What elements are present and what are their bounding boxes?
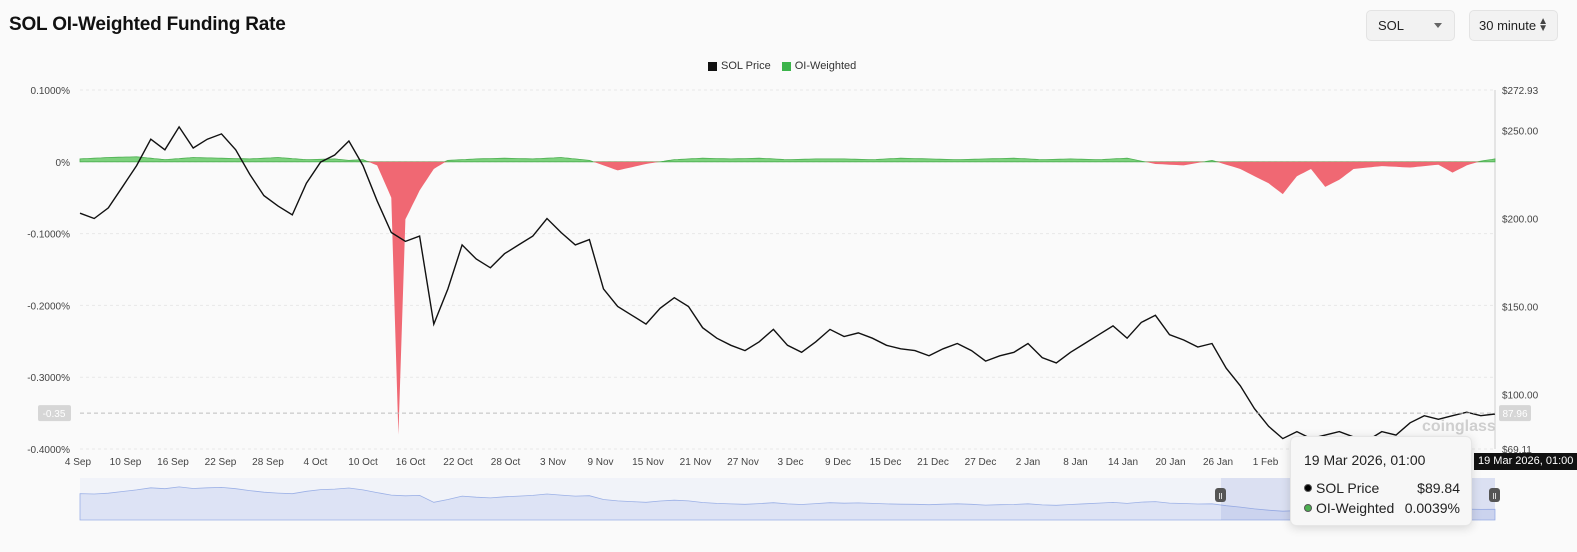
sol-price-line (79, 125, 1496, 442)
x-axis-tick: 10 Sep (110, 457, 142, 468)
x-axis-tick: 26 Jan (1203, 457, 1233, 468)
caret-down-icon (1434, 23, 1442, 28)
x-axis-tick: 16 Sep (157, 457, 189, 468)
interval-select[interactable]: 30 minute ▲ ▼ (1469, 10, 1558, 41)
left-axis-tick: 0% (56, 158, 71, 169)
tooltip-label-price: SOL Price (1316, 480, 1380, 496)
x-axis-tick: 2 Jan (1016, 457, 1040, 468)
x-axis-tick: 27 Nov (727, 457, 759, 468)
tooltip-dot-funding (1304, 504, 1312, 512)
symbol-select[interactable]: SOL (1366, 10, 1455, 41)
x-axis-tick: 14 Jan (1108, 457, 1138, 468)
left-axis-tick: -0.3000% (27, 373, 70, 384)
interval-select-value: 30 minute (1479, 18, 1537, 33)
funding-positive-area (79, 156, 1496, 163)
tooltip-value-price: $89.84 (1417, 480, 1460, 496)
right-axis-tick: $272.93 (1502, 86, 1539, 97)
x-axis-tick: 9 Nov (587, 457, 613, 468)
x-axis-tick: 27 Dec (965, 457, 997, 468)
x-axis-tick: 28 Sep (252, 457, 284, 468)
x-axis-tick: 21 Nov (680, 457, 712, 468)
right-axis-tick: $100.00 (1502, 391, 1539, 402)
right-marker-label: 87.96 (1502, 409, 1527, 420)
tooltip-value-funding: 0.0039% (1404, 500, 1460, 516)
legend-item-price[interactable]: SOL Price (708, 60, 771, 72)
x-axis-tick: 4 Oct (304, 457, 328, 468)
x-axis-tick: 22 Oct (443, 457, 473, 468)
left-axis-tick: -0.4000% (27, 445, 70, 456)
crosshair-date-label: 19 Mar 2026, 01:00 (1474, 453, 1577, 470)
tooltip-row-funding: OI-Weighted 0.0039% (1304, 500, 1460, 516)
x-axis-tick: 20 Jan (1155, 457, 1185, 468)
right-axis-tick: $250.00 (1502, 126, 1539, 137)
navigator-handle-right-label: II (1492, 492, 1496, 501)
tooltip-dot-price (1304, 484, 1312, 492)
navigator-handle-left-label: II (1218, 492, 1222, 501)
x-axis-tick: 3 Dec (777, 457, 803, 468)
x-axis-tick: 1 Feb (1253, 457, 1279, 468)
up-down-icon: ▲ ▼ (1538, 16, 1548, 34)
chart-tooltip: 19 Mar 2026, 01:00 SOL Price $89.84 OI-W… (1290, 436, 1472, 526)
x-axis-tick: 28 Oct (491, 457, 521, 468)
chart-legend: SOL Price OI-Weighted (708, 60, 867, 72)
x-axis-tick: 10 Oct (348, 457, 378, 468)
x-axis-tick: 16 Oct (396, 457, 426, 468)
right-axis-tick: $69.11 (1502, 445, 1532, 456)
navigator-area (79, 486, 1496, 521)
x-axis-tick: 15 Nov (632, 457, 664, 468)
x-axis-tick: 4 Sep (65, 457, 92, 468)
navigator-handle-left[interactable] (1215, 488, 1226, 502)
page-title: SOL OI-Weighted Funding Rate (9, 14, 286, 35)
right-axis-tick: $200.00 (1502, 214, 1539, 225)
legend-label-price: SOL Price (721, 60, 771, 72)
left-axis-tick: -0.2000% (27, 301, 70, 312)
left-axis-tick: 0.1000% (31, 86, 71, 97)
legend-swatch-price (708, 61, 717, 71)
symbol-select-value: SOL (1378, 18, 1405, 33)
left-axis-tick: -0.1000% (27, 230, 70, 241)
x-axis-tick: 9 Dec (825, 457, 851, 468)
x-axis-tick: 21 Dec (917, 457, 949, 468)
funding-negative-area (80, 161, 1495, 435)
x-axis-tick: 3 Nov (540, 457, 566, 468)
legend-label-funding: OI-Weighted (794, 60, 857, 72)
tooltip-label-funding: OI-Weighted (1316, 500, 1395, 516)
right-axis-tick: $150.00 (1502, 303, 1539, 314)
legend-item-funding[interactable]: OI-Weighted (781, 60, 857, 72)
x-axis-tick: 8 Jan (1063, 457, 1087, 468)
left-marker-label: -0.35 (43, 409, 66, 420)
tooltip-row-price: SOL Price $89.84 (1304, 480, 1460, 496)
x-axis-tick: 15 Dec (870, 457, 902, 468)
x-axis-tick: 22 Sep (205, 457, 237, 468)
right-marker-badge (1499, 405, 1531, 422)
legend-swatch-funding (781, 61, 791, 71)
tooltip-title: 19 Mar 2026, 01:00 (1304, 452, 1426, 468)
watermark-text: coinglass (1422, 418, 1496, 435)
left-marker-badge (38, 405, 71, 422)
navigator-handle-right[interactable] (1489, 488, 1500, 502)
